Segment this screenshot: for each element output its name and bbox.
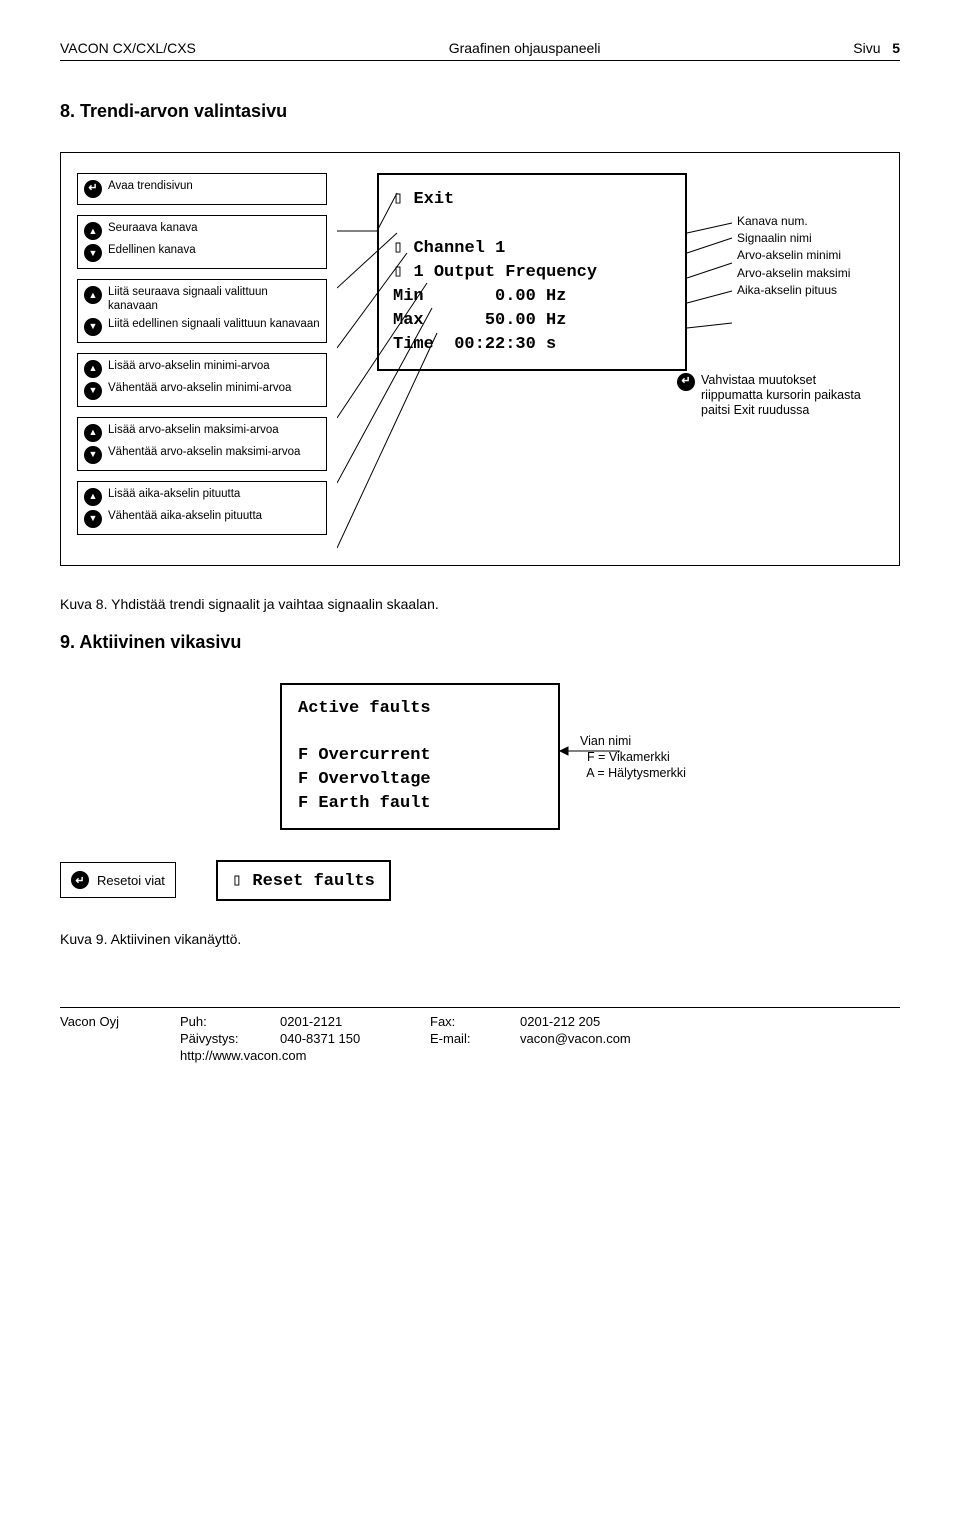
time-axis-box: Lisää aika-akselin pituutta Vähentää aik… (77, 481, 327, 535)
footer-fax: 0201-212 205 (520, 1014, 720, 1029)
down-icon (84, 382, 102, 400)
max-axis-box: Lisää arvo-akselin maksimi-arvoa Vähentä… (77, 417, 327, 471)
attach-next-label: Liitä seuraava signaali valittuun kanava… (108, 286, 320, 314)
header-underline (60, 60, 900, 61)
up-icon (84, 488, 102, 506)
trend-selection-diagram: Avaa trendisivun Seuraava kanava Edellin… (60, 152, 900, 566)
down-icon (84, 318, 102, 336)
signal-attach-box: Liitä seuraava signaali valittuun kanava… (77, 279, 327, 343)
footer-company: Vacon Oyj (60, 1014, 180, 1029)
inc-max-label: Lisää arvo-akselin maksimi-arvoa (108, 424, 279, 438)
inc-time-label: Lisää aika-akselin pituutta (108, 488, 240, 502)
footer-url: http://www.vacon.com (180, 1048, 430, 1063)
header-center: Graafinen ohjauspaneeli (449, 40, 601, 56)
section8-title: 8. Trendi-arvon valintasivu (60, 101, 900, 122)
reset-display: ▯ Reset faults (216, 860, 391, 901)
next-channel-label: Seuraava kanava (108, 222, 198, 236)
min-axis-box: Lisää arvo-akselin minimi-arvoa Vähentää… (77, 353, 327, 407)
dec-time-label: Vähentää aika-akselin pituutta (108, 510, 262, 524)
label-channel-num: Kanava num. (737, 213, 850, 230)
label-axis-min: Arvo-akselin minimi (737, 247, 850, 264)
left-controls-column: Avaa trendisivun Seuraava kanava Edellin… (77, 173, 327, 535)
footer-email: vacon@vacon.com (520, 1031, 720, 1046)
enter-icon (677, 373, 695, 391)
section9-title: 9. Aktiivinen vikasivu (60, 632, 900, 653)
fault-f-label: F = Vikamerkki (580, 749, 686, 765)
footer-pager: 040-8371 150 (280, 1031, 430, 1046)
header-right: Sivu 5 (853, 40, 900, 56)
open-trend-label: Avaa trendisivun (108, 180, 193, 194)
reset-button-label: Resetoi viat (97, 873, 165, 888)
up-icon (84, 222, 102, 240)
channel-nav-box: Seuraava kanava Edellinen kanava (77, 215, 327, 269)
up-icon (84, 286, 102, 304)
label-axis-max: Arvo-akselin maksimi (737, 265, 850, 282)
footer-tel: 0201-2121 (280, 1014, 430, 1029)
header-left: VACON CX/CXL/CXS (60, 40, 196, 56)
page-header: VACON CX/CXL/CXS Graafinen ohjauspaneeli… (60, 40, 900, 56)
figure8-caption: Kuva 8. Yhdistää trendi signaalit ja vai… (60, 596, 900, 612)
confirm-box: Vahvistaa muutokset riippumatta kursorin… (677, 373, 877, 418)
display-area: ▯ Exit ▯ Channel 1 ▯ 1 Output Frequency … (337, 173, 883, 393)
page-footer: Vacon Oyj Puh: 0201-2121 Fax: 0201-212 2… (60, 1007, 900, 1063)
open-trend-box: Avaa trendisivun (77, 173, 327, 205)
up-icon (84, 424, 102, 442)
fault-name-label: Vian nimi (580, 733, 686, 749)
figure9-caption: Kuva 9. Aktiivinen vikanäyttö. (60, 931, 900, 947)
label-signal-name: Signaalin nimi (737, 230, 850, 247)
label-time-len: Aika-akselin pituus (737, 282, 850, 299)
right-labels: Kanava num. Signaalin nimi Arvo-akselin … (737, 213, 850, 299)
down-icon (84, 510, 102, 528)
reset-button-box: Resetoi viat (60, 862, 176, 898)
footer-tel-label: Puh: (180, 1014, 280, 1029)
fault-label-column: Vian nimi F = Vikamerkki A = Hälytysmerk… (580, 683, 686, 782)
attach-prev-label: Liitä edellinen signaali valittuun kanav… (108, 318, 320, 332)
confirm-label: Vahvistaa muutokset riippumatta kursorin… (701, 373, 877, 418)
footer-pager-label: Päivystys: (180, 1031, 280, 1046)
dec-max-label: Vähentää arvo-akselin maksimi-arvoa (108, 446, 300, 460)
lcd-display: ▯ Exit ▯ Channel 1 ▯ 1 Output Frequency … (377, 173, 687, 371)
up-icon (84, 360, 102, 378)
down-icon (84, 446, 102, 464)
enter-icon (84, 180, 102, 198)
down-icon (84, 244, 102, 262)
fault-section: Active faults F Overcurrent F Overvoltag… (60, 683, 900, 901)
prev-channel-label: Edellinen kanava (108, 244, 196, 258)
dec-min-label: Vähentää arvo-akselin minimi-arvoa (108, 382, 291, 396)
footer-email-label: E-mail: (430, 1031, 520, 1046)
enter-icon (71, 871, 89, 889)
footer-fax-label: Fax: (430, 1014, 520, 1029)
fault-display: Active faults F Overcurrent F Overvoltag… (280, 683, 560, 830)
inc-min-label: Lisää arvo-akselin minimi-arvoa (108, 360, 270, 374)
fault-a-label: A = Hälytysmerkki (580, 765, 686, 781)
reset-row: Resetoi viat ▯ Reset faults (60, 860, 900, 901)
